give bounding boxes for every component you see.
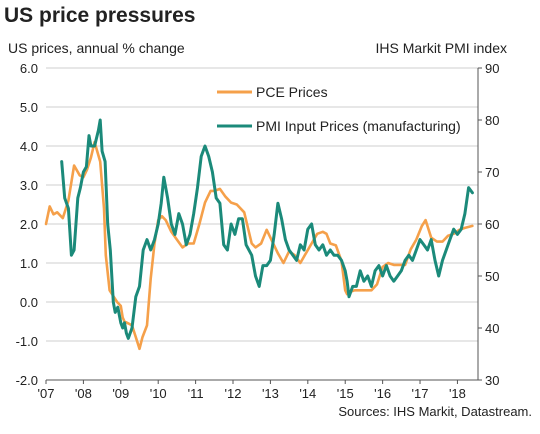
right-tick-label: 90 (485, 61, 499, 76)
x-tick-label: '09 (112, 386, 129, 401)
x-tick-label: '15 (337, 386, 354, 401)
x-tick-label: '11 (188, 386, 204, 401)
left-tick-label: -1.0 (16, 334, 38, 349)
right-tick-label: 60 (485, 217, 499, 232)
x-tick-label: '08 (75, 386, 92, 401)
right-tick-label: 30 (485, 373, 499, 388)
left-tick-label: 1.0 (20, 256, 38, 271)
left-tick-label: 5.0 (20, 100, 38, 115)
left-tick-label: 6.0 (20, 61, 38, 76)
x-tick-label: '16 (374, 386, 391, 401)
legend-label: PCE Prices (256, 84, 328, 100)
pce-prices-line (44, 140, 474, 351)
left-tick-label: 0.0 (20, 295, 38, 310)
left-tick-label: 3.0 (20, 178, 38, 193)
left-tick-label: 4.0 (20, 139, 38, 154)
chart-title: US price pressures (4, 4, 196, 27)
left-tick-label: -2.0 (16, 373, 38, 388)
x-tick-label: '18 (449, 386, 466, 401)
right-tick-label: 80 (485, 113, 499, 128)
x-tick-label: '12 (225, 386, 242, 401)
right-axis-label: IHS Markit PMI index (375, 40, 507, 56)
legend-label: PMI Input Prices (manufacturing) (256, 118, 461, 134)
x-tick-label: '13 (262, 386, 279, 401)
x-tick-label: '14 (299, 386, 316, 401)
right-tick-label: 40 (485, 321, 499, 336)
pmi-input-prices-line (60, 118, 474, 340)
left-tick-label: 2.0 (20, 217, 38, 232)
right-tick-label: 70 (485, 165, 499, 180)
right-tick-label: 50 (485, 269, 499, 284)
x-tick-label: '17 (412, 386, 429, 401)
x-tick-label: '07 (38, 386, 55, 401)
left-axis-label: US prices, annual % change (8, 40, 185, 56)
x-tick-label: '10 (150, 386, 167, 401)
source-note: Sources: IHS Markit, Datastream. (338, 404, 532, 419)
